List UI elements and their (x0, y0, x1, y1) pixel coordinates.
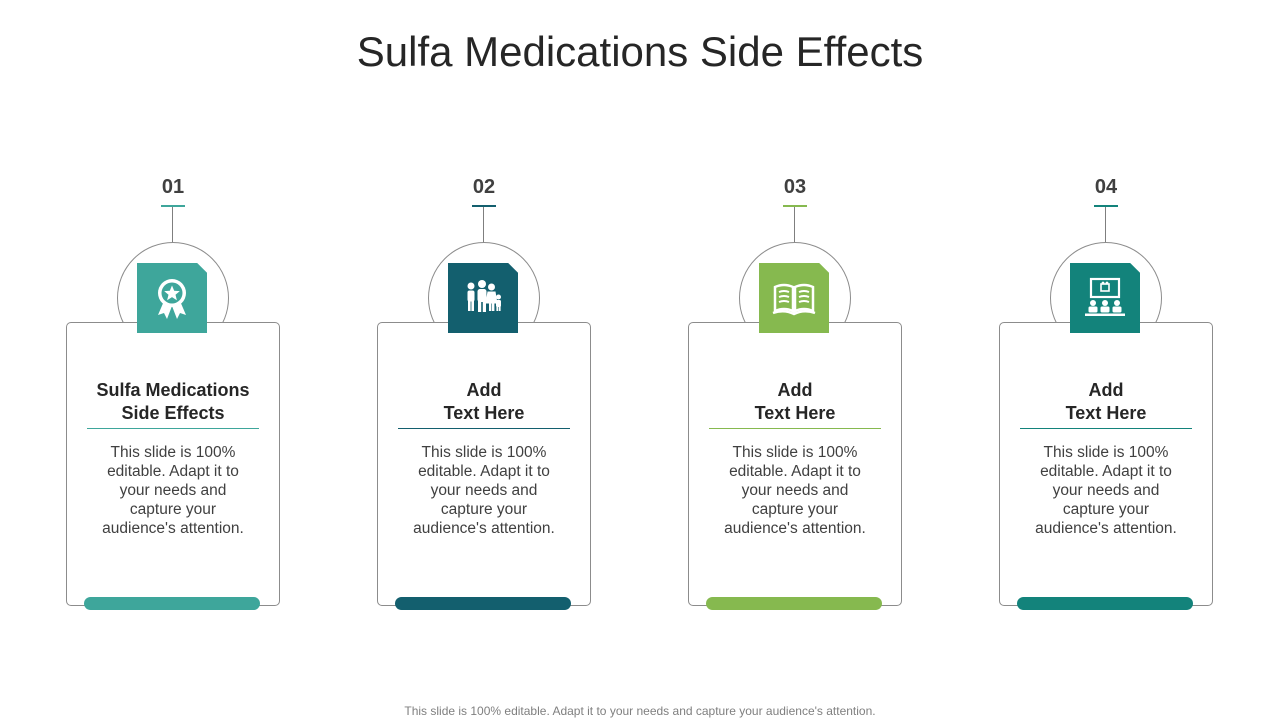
connector-line (1105, 207, 1106, 243)
icon-tile (759, 263, 829, 333)
description-line: audience's attention. (413, 520, 555, 537)
description-line: capture your (751, 501, 839, 518)
description-line: your needs and (119, 482, 227, 499)
step-heading-line1: Add (466, 380, 502, 400)
step-card (377, 322, 591, 606)
description-line: This slide is 100% (732, 444, 858, 461)
connector-line (483, 207, 484, 243)
description-line: capture your (440, 501, 528, 518)
step-column-1: 01 Sulfa Medications Side Effects This s… (66, 0, 280, 720)
connector-line (794, 207, 795, 243)
accent-bar (706, 597, 882, 610)
description-line: your needs and (430, 482, 538, 499)
heading-divider (709, 428, 881, 429)
description-line: This slide is 100% (110, 444, 236, 461)
step-heading: Add Text Here (698, 379, 892, 425)
description-line: capture your (129, 501, 217, 518)
step-heading-line2: Side Effects (121, 403, 225, 423)
description-line: This slide is 100% (421, 444, 547, 461)
award-ribbon-icon (158, 279, 186, 319)
description-line: This slide is 100% (1043, 444, 1169, 461)
step-description: This slide is 100% editable. Adapt it to… (708, 443, 882, 538)
number-underline (783, 205, 807, 207)
accent-bar (1017, 597, 1193, 610)
step-number: 03 (783, 176, 807, 198)
step-number: 04 (1094, 176, 1118, 198)
step-column-2: 02 Add Text Here This slide is 100% (377, 0, 591, 720)
presentation-audience-icon (1085, 277, 1125, 316)
step-heading: Add Text Here (1009, 379, 1203, 425)
footer-note: This slide is 100% editable. Adapt it to… (404, 704, 876, 718)
step-column-4: 04 Add Text Here This slide is 100% edit… (999, 0, 1213, 720)
number-underline (1094, 205, 1118, 207)
icon-tile (137, 263, 207, 333)
heading-divider (398, 428, 570, 429)
step-heading-line1: Sulfa Medications (96, 380, 250, 400)
description-line: editable. Adapt it to (729, 463, 861, 480)
icon-tile (448, 263, 518, 333)
description-line: your needs and (741, 482, 849, 499)
description-line: audience's attention. (724, 520, 866, 537)
description-line: audience's attention. (1035, 520, 1177, 537)
step-description: This slide is 100% editable. Adapt it to… (86, 443, 260, 538)
description-line: editable. Adapt it to (1040, 463, 1172, 480)
step-heading-line2: Text Here (443, 403, 525, 423)
accent-bar (395, 597, 571, 610)
step-heading-line1: Add (1088, 380, 1124, 400)
step-description: This slide is 100% editable. Adapt it to… (1019, 443, 1193, 538)
description-line: capture your (1062, 501, 1150, 518)
connector-line (172, 207, 173, 243)
slide-title: Sulfa Medications Side Effects (356, 28, 924, 75)
step-number: 01 (161, 176, 185, 198)
family-icon (467, 280, 501, 312)
step-number: 02 (472, 176, 496, 198)
open-book-icon (772, 283, 816, 316)
description-line: your needs and (1052, 482, 1160, 499)
step-card (688, 322, 902, 606)
step-heading: Sulfa Medications Side Effects (76, 379, 270, 425)
description-line: audience's attention. (102, 520, 244, 537)
icon-tile (1070, 263, 1140, 333)
accent-bar (84, 597, 260, 610)
number-underline (161, 205, 185, 207)
description-line: editable. Adapt it to (418, 463, 550, 480)
step-heading-line2: Text Here (754, 403, 836, 423)
step-heading: Add Text Here (387, 379, 581, 425)
heading-divider (1020, 428, 1192, 429)
step-column-3: 03 Add Text Here This slide is 100% edit… (688, 0, 902, 720)
step-heading-line2: Text Here (1065, 403, 1147, 423)
description-line: editable. Adapt it to (107, 463, 239, 480)
number-underline (472, 205, 496, 207)
step-description: This slide is 100% editable. Adapt it to… (397, 443, 571, 538)
heading-divider (87, 428, 259, 429)
step-heading-line1: Add (777, 380, 813, 400)
